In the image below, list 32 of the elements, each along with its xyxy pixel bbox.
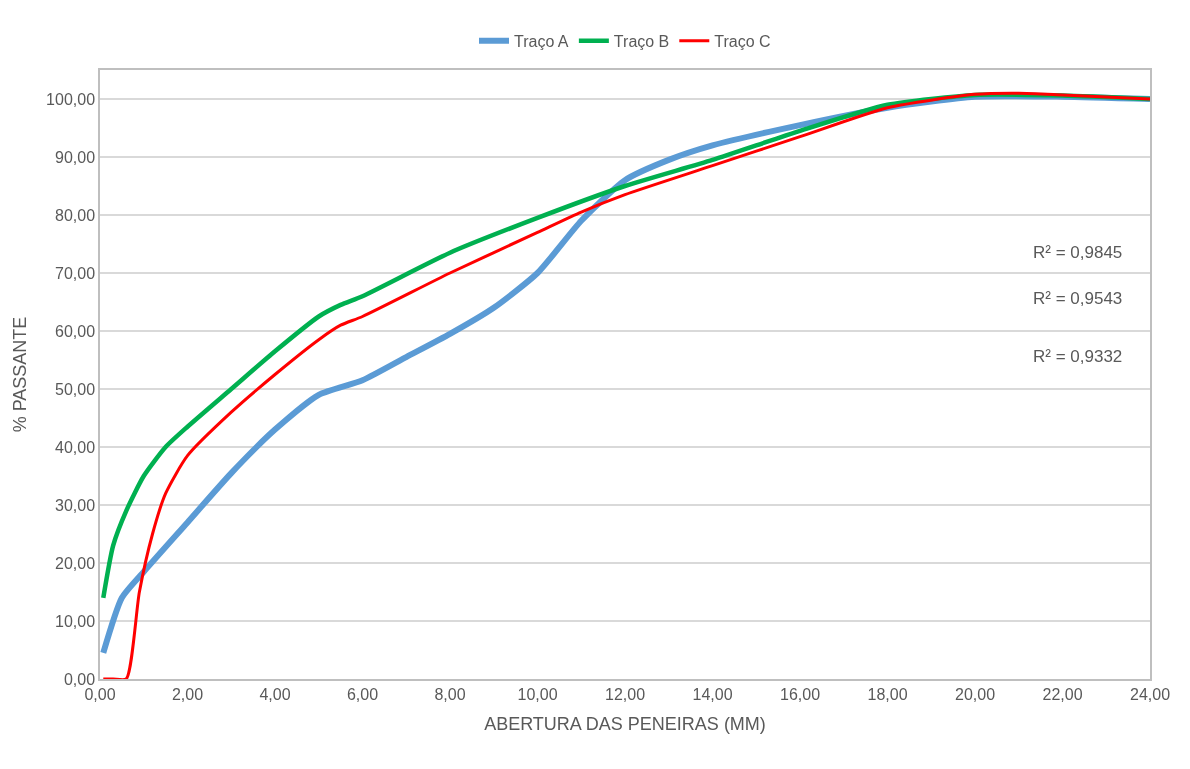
y-tick-label: 40,00 xyxy=(55,438,96,456)
x-tick-label: 8,00 xyxy=(434,685,466,703)
y-tick-label: 90,00 xyxy=(55,148,96,166)
legend-label: Traço A xyxy=(514,32,569,50)
x-tick-label: 2,00 xyxy=(171,685,204,703)
y-tick-label: 80,00 xyxy=(55,206,96,224)
x-tick-label: 6,00 xyxy=(346,685,379,703)
x-tick-label: 4,00 xyxy=(259,685,291,703)
x-tick-label: 10,00 xyxy=(517,685,558,703)
x-tick-label: 18,00 xyxy=(867,685,908,703)
x-axis-title: ABERTURA DAS PENEIRAS (MM) xyxy=(484,713,766,734)
legend-label: Traço B xyxy=(613,32,670,50)
y-tick-label: 70,00 xyxy=(55,264,96,282)
annotation: R² = 0,9543 xyxy=(1033,289,1123,308)
y-tick-label: 0,00 xyxy=(63,670,96,688)
y-tick-label: 20,00 xyxy=(55,554,96,572)
x-tick-label: 14,00 xyxy=(692,685,733,703)
y-tick-label: 10,00 xyxy=(55,612,96,630)
x-tick-label: 16,00 xyxy=(779,685,821,703)
x-tick-label: 12,00 xyxy=(604,685,646,703)
x-tick-label: 20,00 xyxy=(954,685,996,703)
y-axis-title: % PASSANTE xyxy=(9,316,30,433)
annotation: R² = 0,9845 xyxy=(1033,243,1123,262)
y-tick-label: 30,00 xyxy=(55,496,96,514)
legend-label: Traço C xyxy=(714,32,771,50)
y-tick-label: 50,00 xyxy=(55,380,96,398)
x-tick-label: 22,00 xyxy=(1042,685,1083,703)
y-tick-label: 100,00 xyxy=(46,90,96,108)
annotation: R² = 0,9332 xyxy=(1033,347,1123,366)
x-tick-label: 0,00 xyxy=(84,685,116,703)
y-tick-label: 60,00 xyxy=(55,322,96,340)
x-tick-label: 24,00 xyxy=(1129,685,1171,703)
